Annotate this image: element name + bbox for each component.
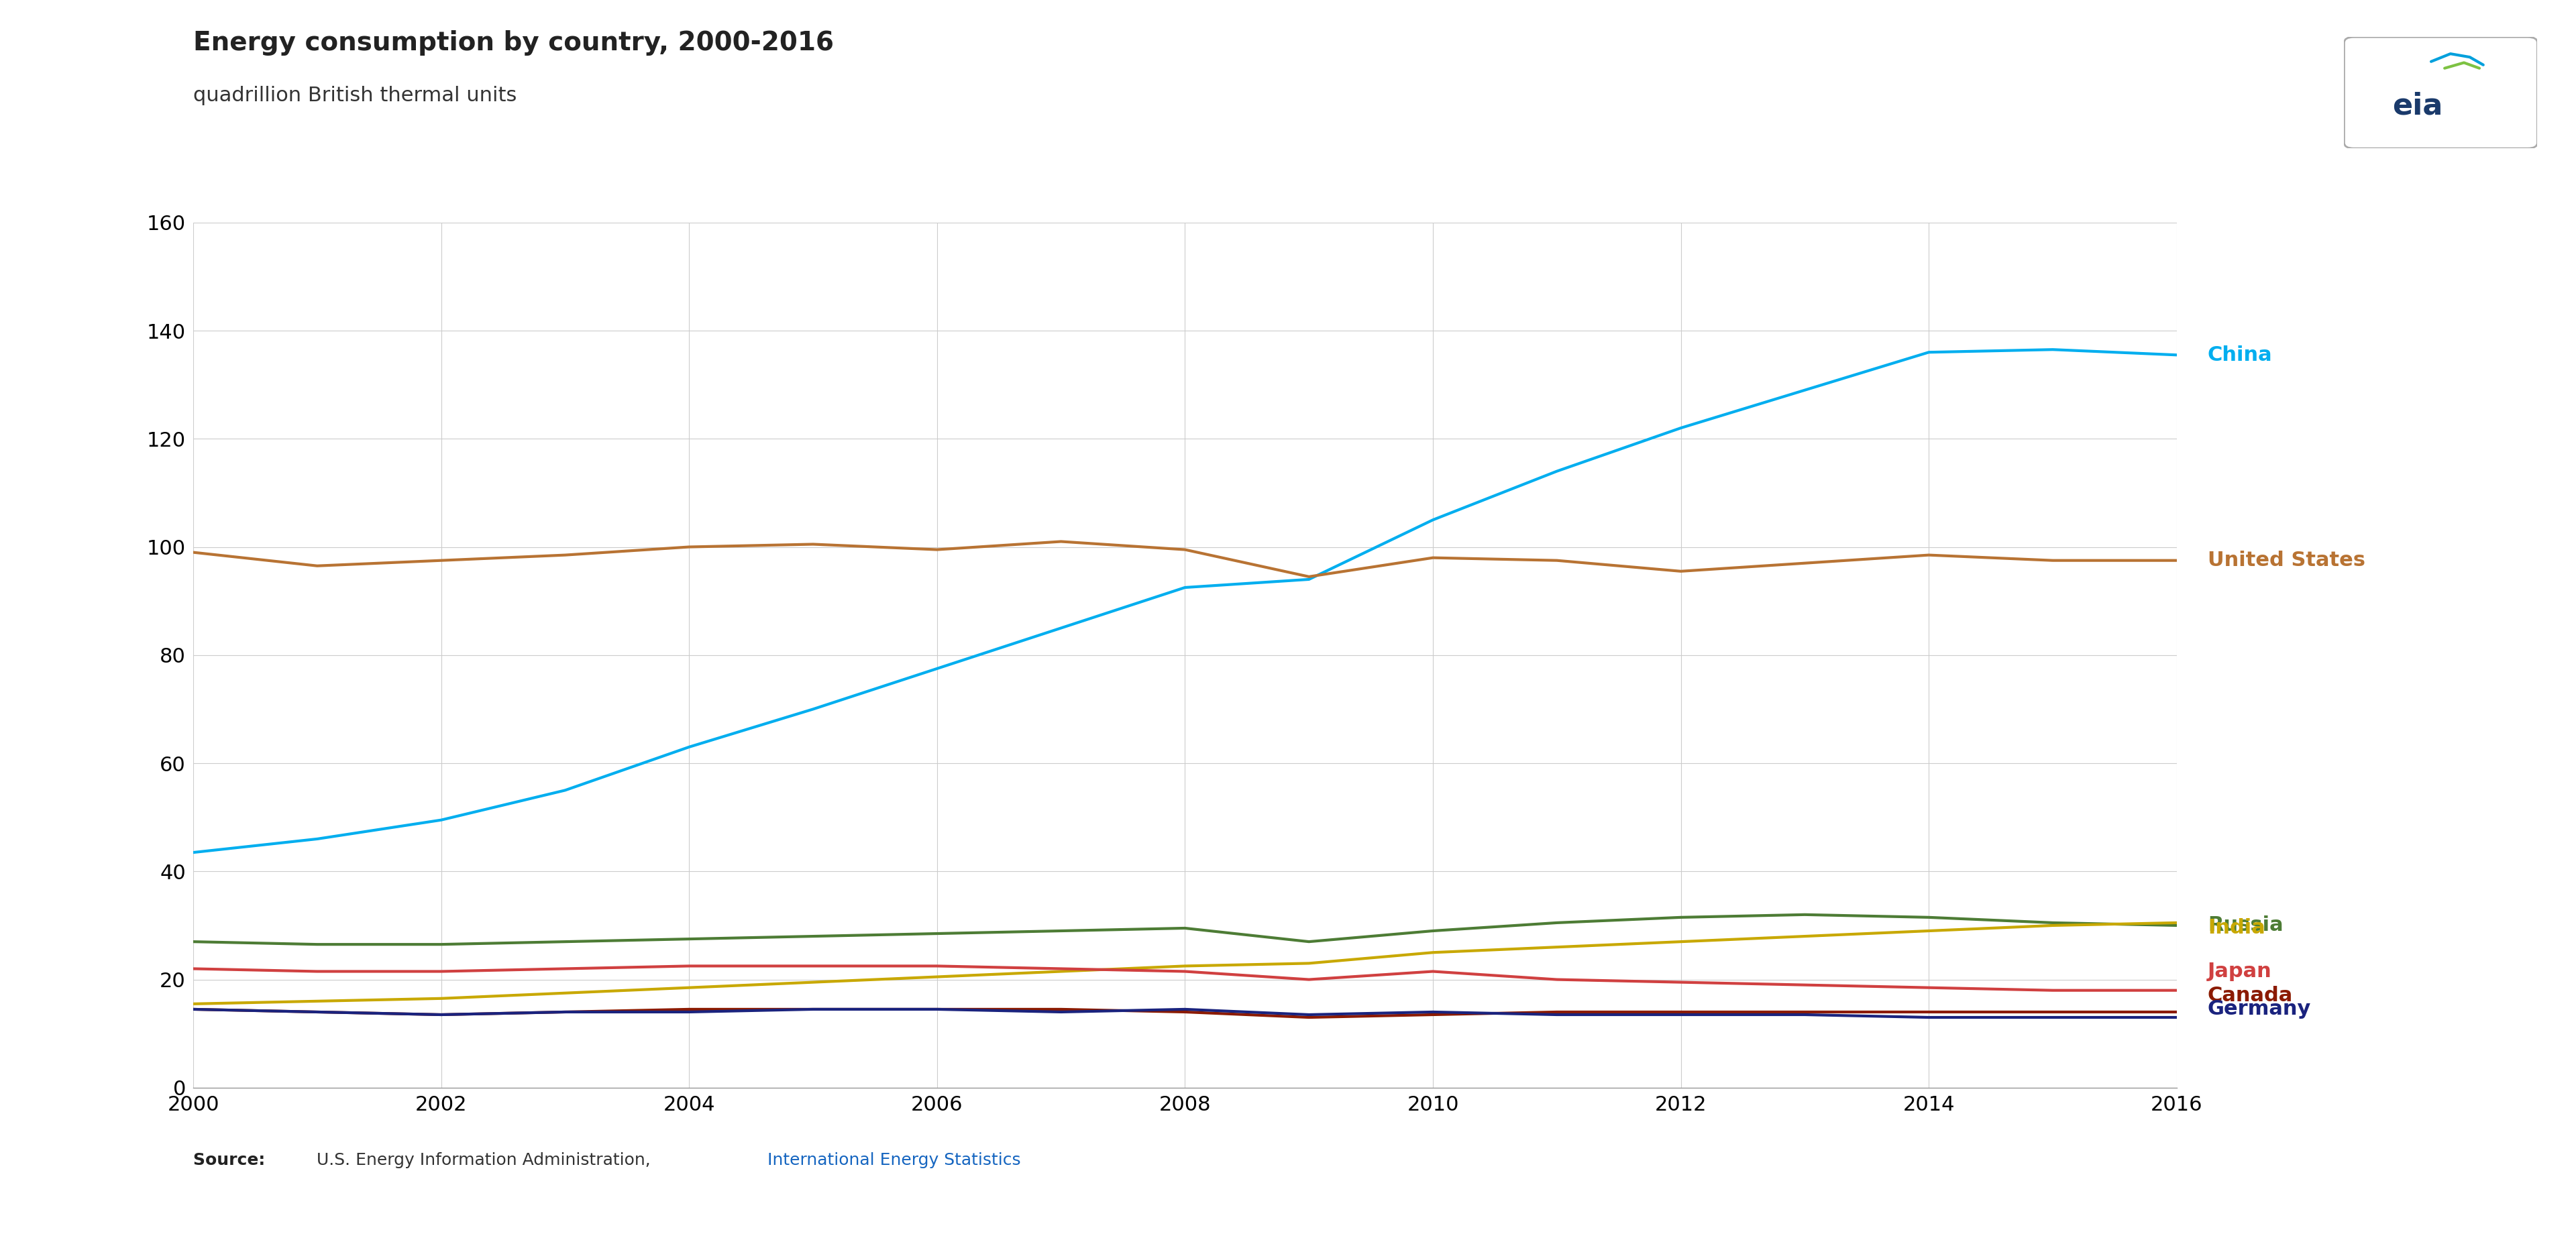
Text: India: India xyxy=(2208,918,2264,938)
Text: eia: eia xyxy=(2393,91,2442,120)
Text: Japan: Japan xyxy=(2208,962,2272,981)
Text: Russia: Russia xyxy=(2208,916,2282,936)
Text: Canada: Canada xyxy=(2208,986,2293,1005)
Text: quadrillion British thermal units: quadrillion British thermal units xyxy=(193,85,518,105)
Text: Source:: Source: xyxy=(193,1152,270,1168)
Text: Germany: Germany xyxy=(2208,1000,2311,1018)
FancyBboxPatch shape xyxy=(2344,37,2537,148)
Text: United States: United States xyxy=(2208,551,2365,570)
Text: China: China xyxy=(2208,345,2272,365)
Text: International Energy Statistics: International Energy Statistics xyxy=(768,1152,1020,1168)
Text: U.S. Energy Information Administration,: U.S. Energy Information Administration, xyxy=(317,1152,657,1168)
Text: Energy consumption by country, 2000-2016: Energy consumption by country, 2000-2016 xyxy=(193,30,835,56)
